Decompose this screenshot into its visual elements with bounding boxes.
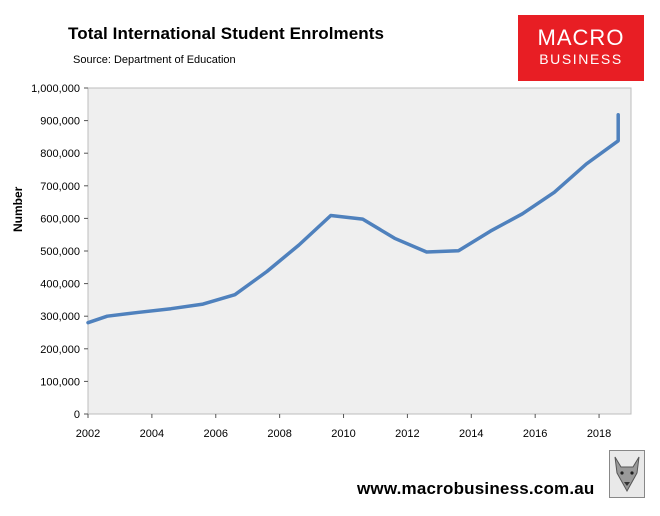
x-tick-label: 2014 <box>459 428 483 440</box>
chart-subtitle: Source: Department of Education <box>73 54 236 66</box>
y-tick-label: 0 <box>74 409 80 421</box>
x-tick-label: 2016 <box>523 428 547 440</box>
x-tick-label: 2018 <box>587 428 611 440</box>
y-tick-label: 300,000 <box>40 311 80 323</box>
y-tick-label: 200,000 <box>40 344 80 356</box>
y-tick-label: 500,000 <box>40 246 80 258</box>
y-tick-label: 700,000 <box>40 181 80 193</box>
y-tick-label: 900,000 <box>40 116 80 128</box>
x-tick-label: 2008 <box>267 428 291 440</box>
series-line <box>86 112 620 325</box>
logo-text-top: MACRO <box>537 25 625 50</box>
y-tick-label: 600,000 <box>40 213 80 225</box>
macrobusiness-logo: MACRO BUSINESS <box>518 15 644 81</box>
y-axis-label: Number <box>11 186 25 232</box>
x-tick-label: 2006 <box>204 428 228 440</box>
x-tick-label: 2002 <box>76 428 100 440</box>
y-tick-label: 1,000,000 <box>31 83 80 95</box>
chart-title: Total International Student Enrolments <box>68 24 385 43</box>
x-tick-label: 2010 <box>331 428 355 440</box>
plot-area <box>87 87 632 415</box>
wolf-icon <box>609 450 645 498</box>
y-tick-label: 800,000 <box>40 148 80 160</box>
logo-text-bottom: BUSINESS <box>539 51 623 67</box>
footer-url: www.macrobusiness.com.au <box>357 479 595 498</box>
x-tick-label: 2012 <box>395 428 419 440</box>
y-tick-label: 100,000 <box>40 376 80 388</box>
x-tick-label: 2004 <box>140 428 164 440</box>
y-tick-label: 400,000 <box>40 279 80 291</box>
